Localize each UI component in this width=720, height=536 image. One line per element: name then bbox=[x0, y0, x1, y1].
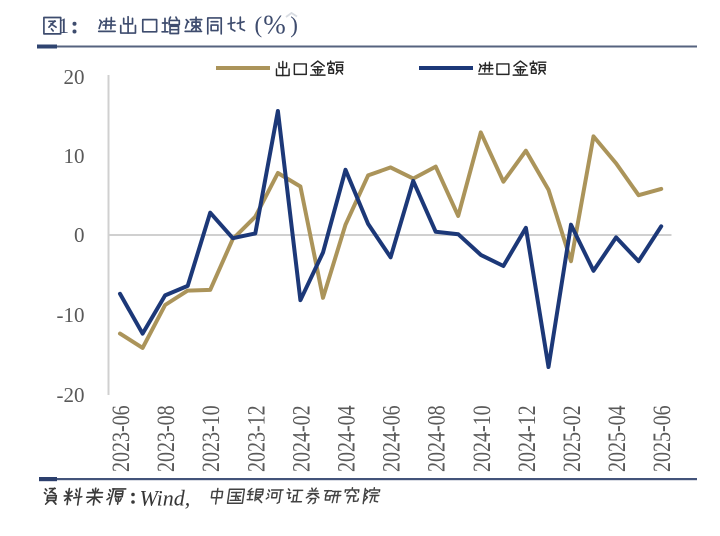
svg-text:2023-06: 2023-06 bbox=[107, 405, 135, 472]
svg-text:10: 10 bbox=[64, 144, 85, 168]
svg-text:0: 0 bbox=[74, 223, 85, 247]
svg-text:2024-02: 2024-02 bbox=[287, 405, 315, 472]
svg-text:1: 1 bbox=[58, 13, 69, 38]
svg-text:2023-08: 2023-08 bbox=[152, 405, 180, 472]
svg-text:Wind,: Wind, bbox=[140, 486, 191, 511]
svg-text:2025-02: 2025-02 bbox=[558, 405, 586, 472]
svg-text:-20: -20 bbox=[57, 383, 85, 407]
svg-text:): ) bbox=[290, 12, 298, 37]
svg-text:2025-04: 2025-04 bbox=[603, 405, 631, 472]
svg-text:(: ( bbox=[255, 12, 263, 37]
svg-text:2024-04: 2024-04 bbox=[332, 405, 360, 472]
svg-text:2024-12: 2024-12 bbox=[513, 405, 541, 472]
svg-text:2023-10: 2023-10 bbox=[197, 405, 225, 472]
svg-text:2024-08: 2024-08 bbox=[422, 405, 450, 472]
svg-text:2023-12: 2023-12 bbox=[242, 405, 270, 472]
svg-text:2024-06: 2024-06 bbox=[377, 405, 405, 472]
svg-text:2025-06: 2025-06 bbox=[648, 405, 676, 472]
svg-text:2024-10: 2024-10 bbox=[468, 405, 496, 472]
svg-text:%: % bbox=[263, 10, 286, 40]
svg-text:-10: -10 bbox=[57, 303, 85, 327]
svg-text:20: 20 bbox=[64, 65, 85, 89]
